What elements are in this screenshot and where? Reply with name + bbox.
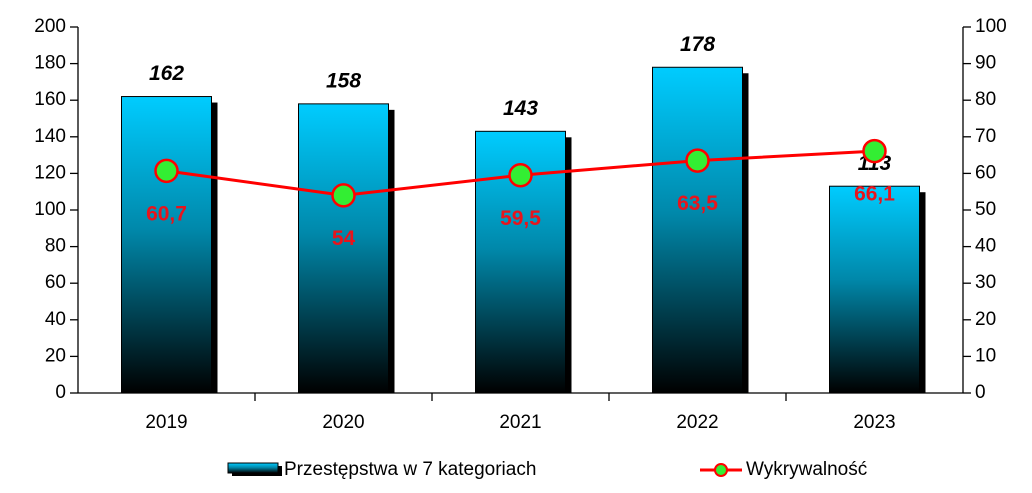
line-value-label: 59,5 [500,207,541,230]
y-tick-label: 60 [45,272,66,293]
y-tick-label: 100 [34,199,66,220]
y2-tick-label: 90 [975,53,996,74]
y-tick-label: 140 [34,126,66,147]
legend-marker [714,463,728,477]
y-tick-label: 80 [45,236,66,257]
line-marker [331,183,356,208]
y-tick-label: 160 [34,89,66,110]
line-marker [508,162,533,188]
bar-value-label: 158 [326,69,361,92]
y2-tick-label: 80 [975,89,996,110]
bar-value-label: 143 [503,97,538,120]
y-tick-label: 0 [55,382,66,403]
y2-tick-label: 50 [975,199,996,220]
x-tick-label: 2023 [853,412,895,433]
bar [652,66,743,394]
y2-tick-label: 20 [975,309,996,330]
y-tick-label: 180 [34,53,66,74]
bar-value-label: 162 [149,62,184,85]
y-tick-label: 40 [45,309,66,330]
legend-label: Wykrywalność [746,459,867,480]
y-tick-label: 20 [45,345,66,366]
line-marker [862,138,887,164]
y-tick-label: 200 [34,16,66,37]
bar [298,103,389,394]
x-tick-label: 2019 [145,412,187,433]
y2-tick-label: 100 [975,16,1007,37]
line-marker [154,158,179,184]
legend-label: Przestępstwa w 7 kategoriach [284,459,536,480]
x-tick-label: 2021 [499,412,541,433]
x-tick-label: 2020 [322,412,364,433]
y2-tick-label: 0 [975,382,986,403]
bar [829,185,920,394]
bar [121,96,212,394]
line-marker [685,148,710,173]
legend-swatch [227,462,279,474]
y2-tick-label: 60 [975,162,996,183]
y2-tick-label: 70 [975,126,996,147]
line-value-label: 60,7 [146,202,187,225]
y-tick-label: 120 [34,162,66,183]
y2-tick-label: 40 [975,236,996,257]
x-tick-label: 2022 [676,412,718,433]
bar-value-label: 178 [680,33,715,56]
line-value-label: 54 [332,227,356,250]
line-value-label: 66,1 [854,183,895,206]
y2-tick-label: 30 [975,272,996,293]
line-value-label: 63,5 [677,192,718,215]
y2-tick-label: 10 [975,345,996,366]
